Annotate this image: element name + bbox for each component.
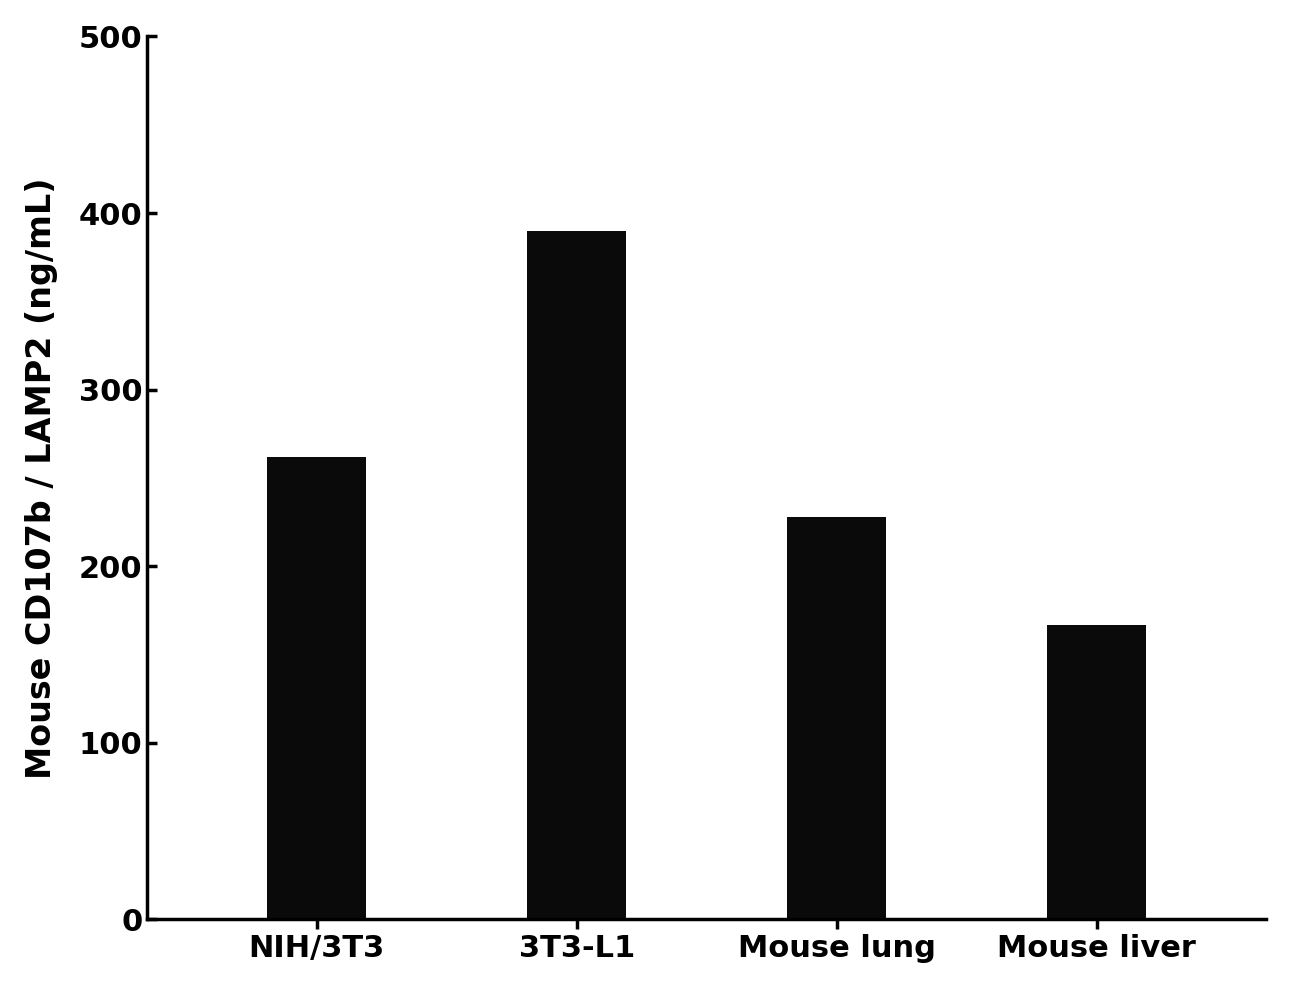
Y-axis label: Mouse CD107b / LAMP2 (ng/mL): Mouse CD107b / LAMP2 (ng/mL) [25, 177, 58, 779]
Bar [267, 456, 365, 920]
Bar [788, 517, 886, 920]
Bar [527, 231, 626, 920]
Bar [1047, 624, 1146, 920]
